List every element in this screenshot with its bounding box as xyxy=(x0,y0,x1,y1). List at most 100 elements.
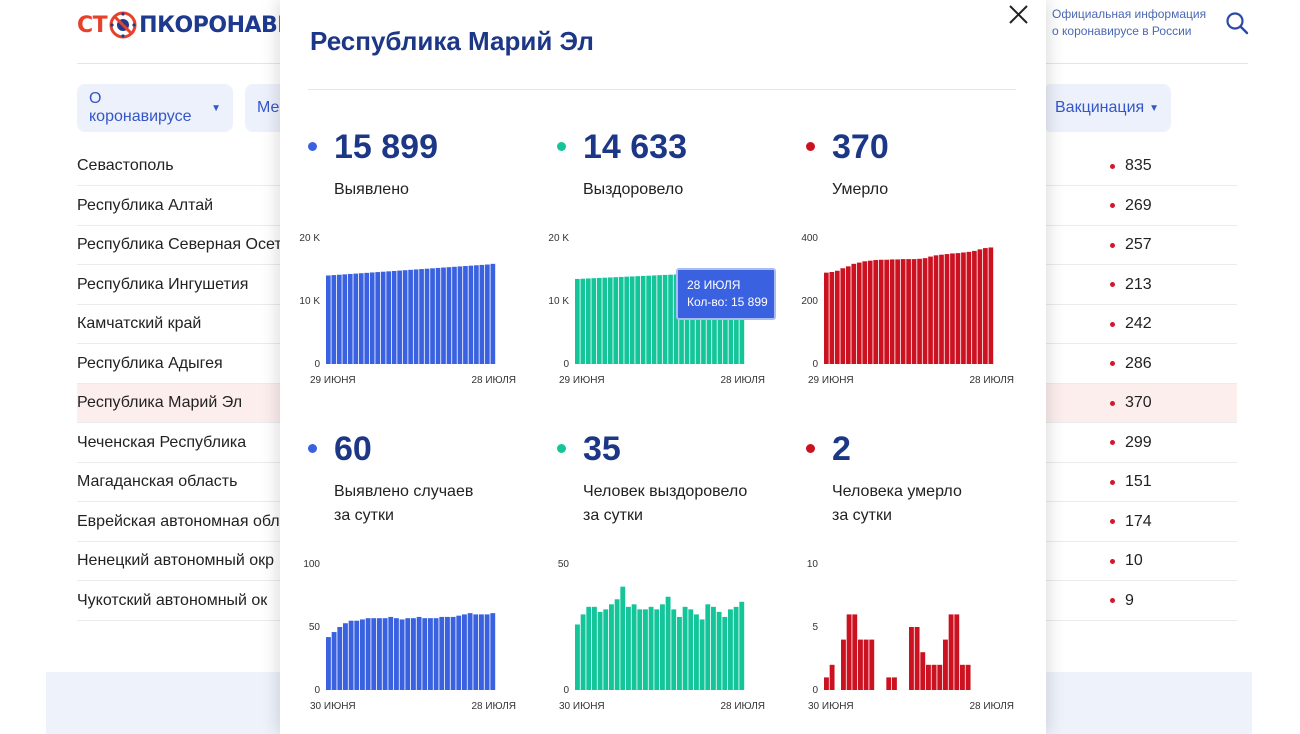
chart-bar[interactable] xyxy=(852,614,858,690)
chart-bar[interactable] xyxy=(933,255,939,364)
chart-bar[interactable] xyxy=(944,254,950,364)
chart-bar[interactable] xyxy=(380,271,386,364)
chart-bar[interactable] xyxy=(326,275,331,364)
chart-bar[interactable] xyxy=(895,259,900,364)
chart-bar[interactable] xyxy=(439,616,445,690)
chart-bar[interactable] xyxy=(966,251,972,364)
chart-bar[interactable] xyxy=(391,270,397,364)
chart-bar[interactable] xyxy=(829,664,835,690)
chart-bar[interactable] xyxy=(586,606,592,690)
chart-bar[interactable] xyxy=(450,616,456,690)
chart-bar[interactable] xyxy=(428,618,433,690)
chart-bar[interactable] xyxy=(416,616,422,690)
chart-bar[interactable] xyxy=(739,601,745,690)
chart-5[interactable]: 10 5 0 30 ИЮНЯ 28 ИЮЛЯ xyxy=(794,552,1024,712)
chart-bar[interactable] xyxy=(677,616,682,690)
chart-bar[interactable] xyxy=(648,606,654,690)
chart-bar[interactable] xyxy=(369,272,375,364)
chart-bar[interactable] xyxy=(873,260,879,364)
chart-bar[interactable] xyxy=(354,620,360,690)
chart-bar[interactable] xyxy=(688,609,694,690)
chart-bar[interactable] xyxy=(485,264,490,364)
chart-bar[interactable] xyxy=(909,627,914,690)
chart-bar[interactable] xyxy=(841,639,846,690)
chart-bar[interactable] xyxy=(613,277,619,364)
chart-bar[interactable] xyxy=(452,266,457,364)
chart-bar[interactable] xyxy=(596,277,602,364)
chart-bar[interactable] xyxy=(479,614,484,690)
chart-2[interactable]: 400 200 0 29 ИЮНЯ 28 ИЮЛЯ xyxy=(794,226,1024,386)
chart-bar[interactable] xyxy=(473,614,479,690)
chart-bar[interactable] xyxy=(462,614,467,690)
chart-bar[interactable] xyxy=(331,275,337,364)
chart-bar[interactable] xyxy=(626,606,631,690)
chart-bar[interactable] xyxy=(972,250,977,364)
site-logo[interactable]: СТ ПКОРОНАВИ xyxy=(77,10,296,40)
chart-bar[interactable] xyxy=(375,272,381,364)
chart-bar[interactable] xyxy=(618,276,624,364)
nav-about-coronavirus[interactable]: О коронавирусе ▼ xyxy=(77,84,233,132)
chart-bar[interactable] xyxy=(603,609,609,690)
chart-bar[interactable] xyxy=(900,259,906,364)
chart-bar[interactable] xyxy=(419,269,424,364)
chart-bar[interactable] xyxy=(920,652,926,690)
chart-bar[interactable] xyxy=(906,259,911,364)
chart-bar[interactable] xyxy=(662,274,668,364)
chart-bar[interactable] xyxy=(846,614,852,690)
close-icon[interactable] xyxy=(1006,2,1032,28)
chart-bar[interactable] xyxy=(983,248,988,364)
chart-bar[interactable] xyxy=(405,618,411,690)
chart-bar[interactable] xyxy=(592,606,597,690)
chart-bar[interactable] xyxy=(657,275,662,364)
chart-bar[interactable] xyxy=(931,664,937,690)
chart-bar[interactable] xyxy=(834,270,840,364)
chart-bar[interactable] xyxy=(665,596,671,690)
chart-bar[interactable] xyxy=(585,278,591,364)
chart-bar[interactable] xyxy=(716,611,722,690)
chart-bar[interactable] xyxy=(402,270,408,364)
chart-bar[interactable] xyxy=(371,618,377,690)
chart-bar[interactable] xyxy=(629,276,635,364)
chart-0[interactable]: 20 K 10 K 0 29 ИЮНЯ 28 ИЮЛЯ xyxy=(296,226,526,386)
chart-bar[interactable] xyxy=(928,256,933,364)
chart-bar[interactable] xyxy=(484,614,490,690)
chart-bar[interactable] xyxy=(456,615,462,690)
chart-bar[interactable] xyxy=(892,677,897,690)
chart-bar[interactable] xyxy=(348,620,354,690)
chart-bar[interactable] xyxy=(591,278,597,364)
chart-bar[interactable] xyxy=(939,254,944,364)
chart-bar[interactable] xyxy=(580,614,586,690)
chart-bar[interactable] xyxy=(960,664,965,690)
chart-bar[interactable] xyxy=(948,614,954,690)
chart-bar[interactable] xyxy=(851,263,857,364)
chart-bar[interactable] xyxy=(336,274,342,364)
chart-bar[interactable] xyxy=(435,267,441,364)
chart-bar[interactable] xyxy=(624,276,630,364)
chart-bar[interactable] xyxy=(364,272,370,364)
chart-bar[interactable] xyxy=(388,616,394,690)
chart-4[interactable]: 50 0 30 ИЮНЯ 28 ИЮЛЯ xyxy=(545,552,775,712)
chart-bar[interactable] xyxy=(961,252,966,364)
chart-bar[interactable] xyxy=(422,618,428,690)
chart-bar[interactable] xyxy=(824,272,829,364)
chart-bar[interactable] xyxy=(620,586,626,690)
chart-bar[interactable] xyxy=(694,614,699,690)
chart-bar[interactable] xyxy=(609,604,614,690)
chart-bar[interactable] xyxy=(711,606,716,690)
chart-bar[interactable] xyxy=(824,677,829,690)
chart-bar[interactable] xyxy=(651,275,657,364)
chart-bar[interactable] xyxy=(937,664,943,690)
chart-bar[interactable] xyxy=(922,258,928,364)
chart-bar[interactable] xyxy=(733,606,739,690)
chart-bar[interactable] xyxy=(867,260,873,364)
chart-bar[interactable] xyxy=(343,623,348,690)
chart-bar[interactable] xyxy=(474,265,479,364)
chart-bar[interactable] xyxy=(490,263,496,364)
chart-bar[interactable] xyxy=(646,275,651,364)
chart-bar[interactable] xyxy=(463,266,468,364)
chart-bar[interactable] xyxy=(926,664,931,690)
official-info-link[interactable]: Официальная информация о коронавирусе в … xyxy=(1052,6,1222,40)
chart-bar[interactable] xyxy=(955,253,961,364)
chart-bar[interactable] xyxy=(360,619,365,690)
chart-bar[interactable] xyxy=(337,627,343,690)
